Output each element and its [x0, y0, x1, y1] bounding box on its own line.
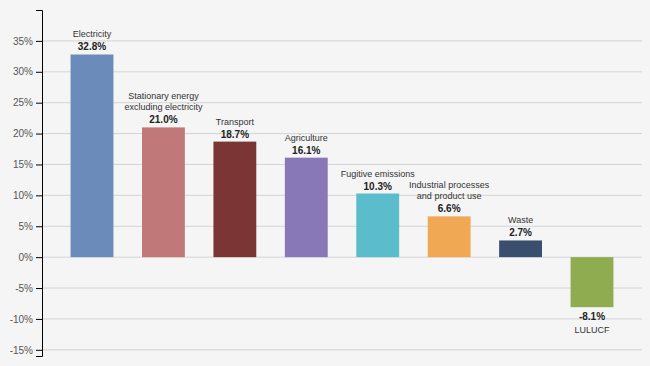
y-axis-line: [36, 11, 43, 357]
category-label: Stationary energyexcluding electricity: [124, 91, 203, 112]
y-tick-mark: [36, 103, 42, 104]
y-tick-label: -5%: [15, 283, 33, 294]
grid-line: [42, 318, 642, 319]
value-label: 16.1%: [292, 145, 320, 156]
grid-line: [42, 71, 642, 72]
grid-line: [42, 257, 642, 258]
y-tick-mark: [36, 226, 42, 227]
grid-line: [42, 226, 642, 227]
category-label: Electricity: [73, 29, 112, 39]
bar: [356, 194, 399, 258]
value-label: -8.1%: [579, 311, 605, 322]
y-tick: 35%: [13, 36, 42, 47]
y-tick-mark: [36, 288, 42, 289]
y-tick-label: -15%: [10, 345, 33, 356]
y-tick-label: 10%: [13, 190, 33, 201]
y-tick-label: 0%: [19, 252, 34, 263]
y-tick-label: 25%: [13, 97, 33, 108]
grid-line: [42, 288, 642, 289]
y-tick-label: 20%: [13, 128, 33, 139]
y-tick: -5%: [15, 283, 42, 294]
category-label: LULUCF: [574, 325, 610, 335]
y-tick-label: 5%: [19, 221, 34, 232]
y-tick: 20%: [13, 128, 42, 139]
bar: [499, 240, 542, 257]
y-tick: 5%: [19, 221, 42, 232]
value-label: 21.0%: [149, 114, 177, 125]
bars: [71, 54, 614, 307]
grid-line: [42, 40, 642, 41]
y-axis: -15% -10% -5% 0% 5% 10% 15% 20% 25% 30% 35%: [10, 11, 43, 357]
y-tick-label: 35%: [13, 36, 33, 47]
y-tick-mark: [36, 319, 42, 320]
value-label: 32.8%: [78, 41, 106, 52]
category-label: Fugitive emissions: [341, 169, 416, 179]
y-tick: 15%: [13, 159, 42, 170]
labels: 32.8% Electricity 21.0% Stationary energyex…: [73, 29, 610, 335]
y-tick-mark: [36, 134, 42, 135]
bar: [213, 142, 256, 258]
chart: -15% -10% -5% 0% 5% 10% 15% 20% 25% 30% 35% 32.8% El…: [0, 0, 650, 366]
plot: -15% -10% -5% 0% 5% 10% 15% 20% 25% 30% 35% 32.8% El…: [10, 11, 642, 357]
value-label: 2.7%: [509, 227, 532, 238]
grid-line: [42, 195, 642, 196]
bar: [285, 158, 328, 257]
y-tick-mark: [36, 195, 42, 196]
y-tick: 0%: [19, 252, 42, 263]
y-tick: 30%: [13, 66, 42, 77]
y-tick: -10%: [10, 314, 42, 325]
y-tick-mark: [36, 164, 42, 165]
grid-line: [42, 164, 642, 165]
y-tick: 10%: [13, 190, 42, 201]
category-label: Waste: [508, 215, 533, 225]
category-label: Agriculture: [285, 133, 328, 143]
y-tick-label: 15%: [13, 159, 33, 170]
value-label: 6.6%: [438, 203, 461, 214]
bar: [142, 127, 185, 257]
bar: [428, 216, 471, 257]
value-label: 18.7%: [221, 129, 249, 140]
category-label: Industrial processesand product use: [409, 180, 490, 201]
y-tick-label: -10%: [10, 314, 33, 325]
y-tick-mark: [36, 350, 42, 351]
value-label: 10.3%: [364, 181, 392, 192]
bar: [71, 54, 114, 257]
y-tick-mark: [36, 72, 42, 73]
grid: [42, 41, 642, 350]
bar: [571, 257, 614, 307]
y-tick: 25%: [13, 97, 42, 108]
grid-line: [42, 349, 642, 350]
category-label: Transport: [216, 117, 255, 127]
y-tick: -15%: [10, 345, 42, 356]
y-tick-label: 30%: [13, 66, 33, 77]
y-tick-mark: [36, 41, 42, 42]
y-tick-mark: [36, 257, 42, 258]
grid-line: [42, 133, 642, 134]
